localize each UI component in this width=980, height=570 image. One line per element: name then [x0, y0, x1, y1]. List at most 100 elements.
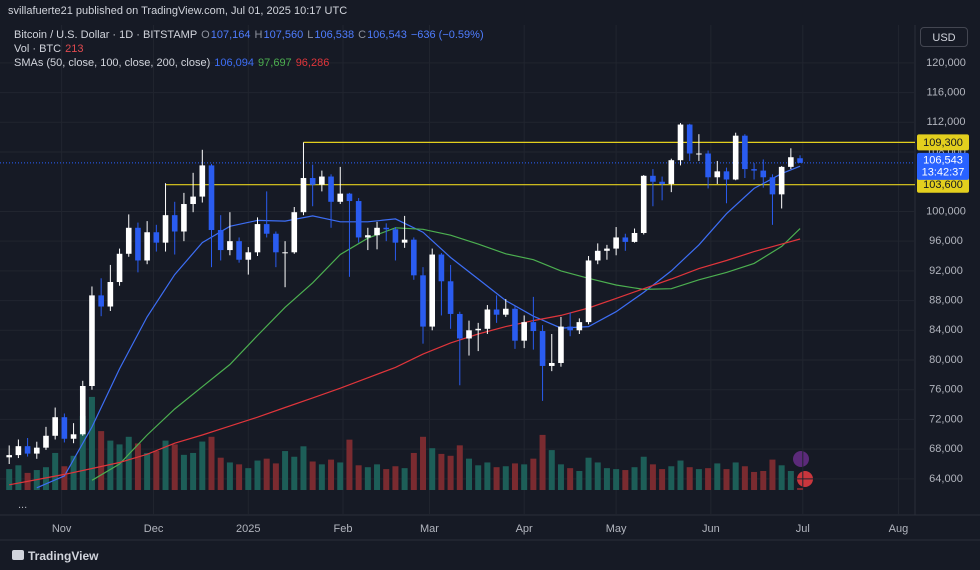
volume-bar [364, 467, 371, 490]
candle-body [677, 124, 684, 161]
more-button[interactable]: ... [18, 499, 27, 511]
candle-body [493, 309, 500, 315]
volume-bar [318, 464, 325, 490]
volume-bar [640, 456, 647, 490]
x-tick-label: 2025 [236, 523, 260, 535]
x-tick-label: Feb [334, 523, 353, 535]
y-tick-label: 88,000 [929, 294, 963, 306]
volume-bar [456, 445, 463, 490]
x-tick-label: Mar [420, 523, 439, 535]
candle-body [227, 241, 233, 251]
candle-body [208, 165, 215, 231]
volume-bar [199, 441, 206, 490]
volume-bar [622, 470, 629, 490]
volume-bar [797, 487, 804, 490]
y-tick-label: 112,000 [927, 116, 966, 128]
x-tick-label: Nov [52, 523, 72, 535]
candle-body [475, 328, 481, 331]
candle-body [319, 176, 325, 185]
candle-body [98, 295, 104, 307]
volume-bar [649, 464, 656, 490]
candle-body [337, 193, 344, 202]
candle-body [548, 362, 555, 366]
sma-legend: SMAs (50, close, 100, close, 200, close)… [14, 56, 333, 70]
candle-body [291, 212, 298, 253]
y-tick-label: 96,000 [929, 235, 963, 247]
volume-bar [116, 444, 123, 490]
volume-bar [153, 451, 160, 490]
volume-bar [383, 469, 390, 490]
volume-bar [374, 464, 381, 490]
candle-body [153, 232, 160, 243]
volume-bar [88, 396, 95, 490]
legend-text: 213 [65, 43, 84, 55]
legend-text: Bitcoin / U.S. Dollar · 1D · BITSTAMP [14, 29, 198, 41]
legend-text: 107,164 [210, 29, 251, 41]
volume-bar [751, 471, 758, 490]
candle-body [696, 153, 702, 155]
volume-bar [6, 469, 13, 490]
legend-text: Vol · BTC [14, 43, 62, 55]
legend-text: 106,543 [367, 29, 407, 41]
volume-bar [511, 463, 518, 490]
volume-bar [787, 471, 794, 490]
volume-bar [502, 466, 509, 490]
candle-body [438, 254, 445, 282]
y-tick-label: 100,000 [926, 205, 966, 217]
sma-line [91, 227, 801, 481]
volume-bar [208, 436, 215, 490]
volume-bar [465, 458, 472, 490]
candle-body [613, 237, 619, 249]
candle-body [355, 201, 362, 238]
volume-bar [15, 465, 22, 490]
candle-body [125, 227, 132, 254]
candle-body [374, 227, 380, 236]
volume-bar [144, 452, 151, 490]
volume-bar [134, 443, 141, 490]
candle-body [217, 230, 224, 251]
candle-body [456, 313, 463, 339]
last-price-label: 106,543 [923, 155, 963, 167]
y-tick-label: 64,000 [929, 473, 963, 485]
volume-bar [585, 457, 592, 490]
currency-button[interactable]: USD [920, 27, 968, 47]
candle-body [236, 241, 242, 260]
candle-body [723, 171, 730, 180]
candle-body [622, 237, 629, 242]
volume-bar [272, 463, 279, 490]
candle-body [760, 170, 767, 178]
legend-text: H [254, 29, 263, 41]
volume-bar [337, 462, 344, 490]
volume-bar [769, 459, 776, 490]
candle-body [401, 239, 408, 243]
candle-body [116, 253, 123, 283]
candle-body [778, 166, 785, 195]
volume-bar [659, 469, 666, 490]
event-icon[interactable] [793, 451, 809, 467]
legend-text: 97,697 [258, 57, 292, 69]
volume-bar [217, 457, 224, 490]
volume-bar [576, 471, 583, 490]
sma-line [9, 238, 801, 486]
candle-body [751, 169, 757, 171]
candle-body [585, 260, 592, 323]
countdown-label: 13:42:37 [922, 167, 965, 179]
last-price-box [917, 152, 969, 180]
candle-body [502, 308, 509, 315]
volume-bar [723, 469, 730, 490]
candle-body [24, 446, 31, 454]
legend-text: 96,286 [295, 57, 330, 69]
volume-bar [493, 467, 500, 490]
volume-bar [539, 434, 546, 490]
volume-legend: Vol · BTC 213 [14, 42, 87, 56]
x-tick-label: Dec [144, 523, 164, 535]
volume-bar [548, 450, 555, 490]
candle-body [199, 165, 206, 197]
level-label: 103,600 [923, 179, 963, 191]
x-tick-label: Jun [702, 523, 720, 535]
legend-text: C [358, 29, 367, 41]
volume-bar [282, 451, 289, 490]
candle-body [466, 330, 472, 339]
volume-bar [677, 460, 684, 490]
